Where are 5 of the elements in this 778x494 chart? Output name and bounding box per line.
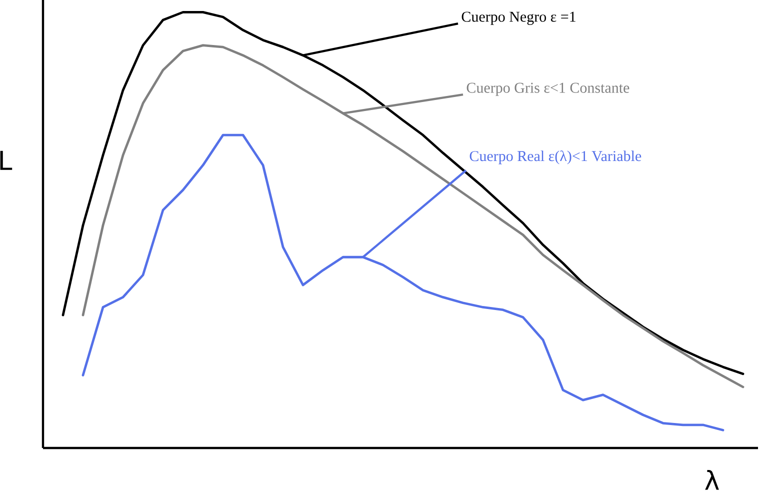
text: Cuerpo Negro ε =1 bbox=[462, 12, 576, 25]
text: Cuerpo Real ε(λ)<1 Variable bbox=[470, 150, 642, 164]
x-axis-title: λ bbox=[705, 470, 719, 490]
y-axis-title: L bbox=[0, 150, 12, 170]
text: Cuerpo Gris ε<1 Constante bbox=[466, 82, 630, 96]
